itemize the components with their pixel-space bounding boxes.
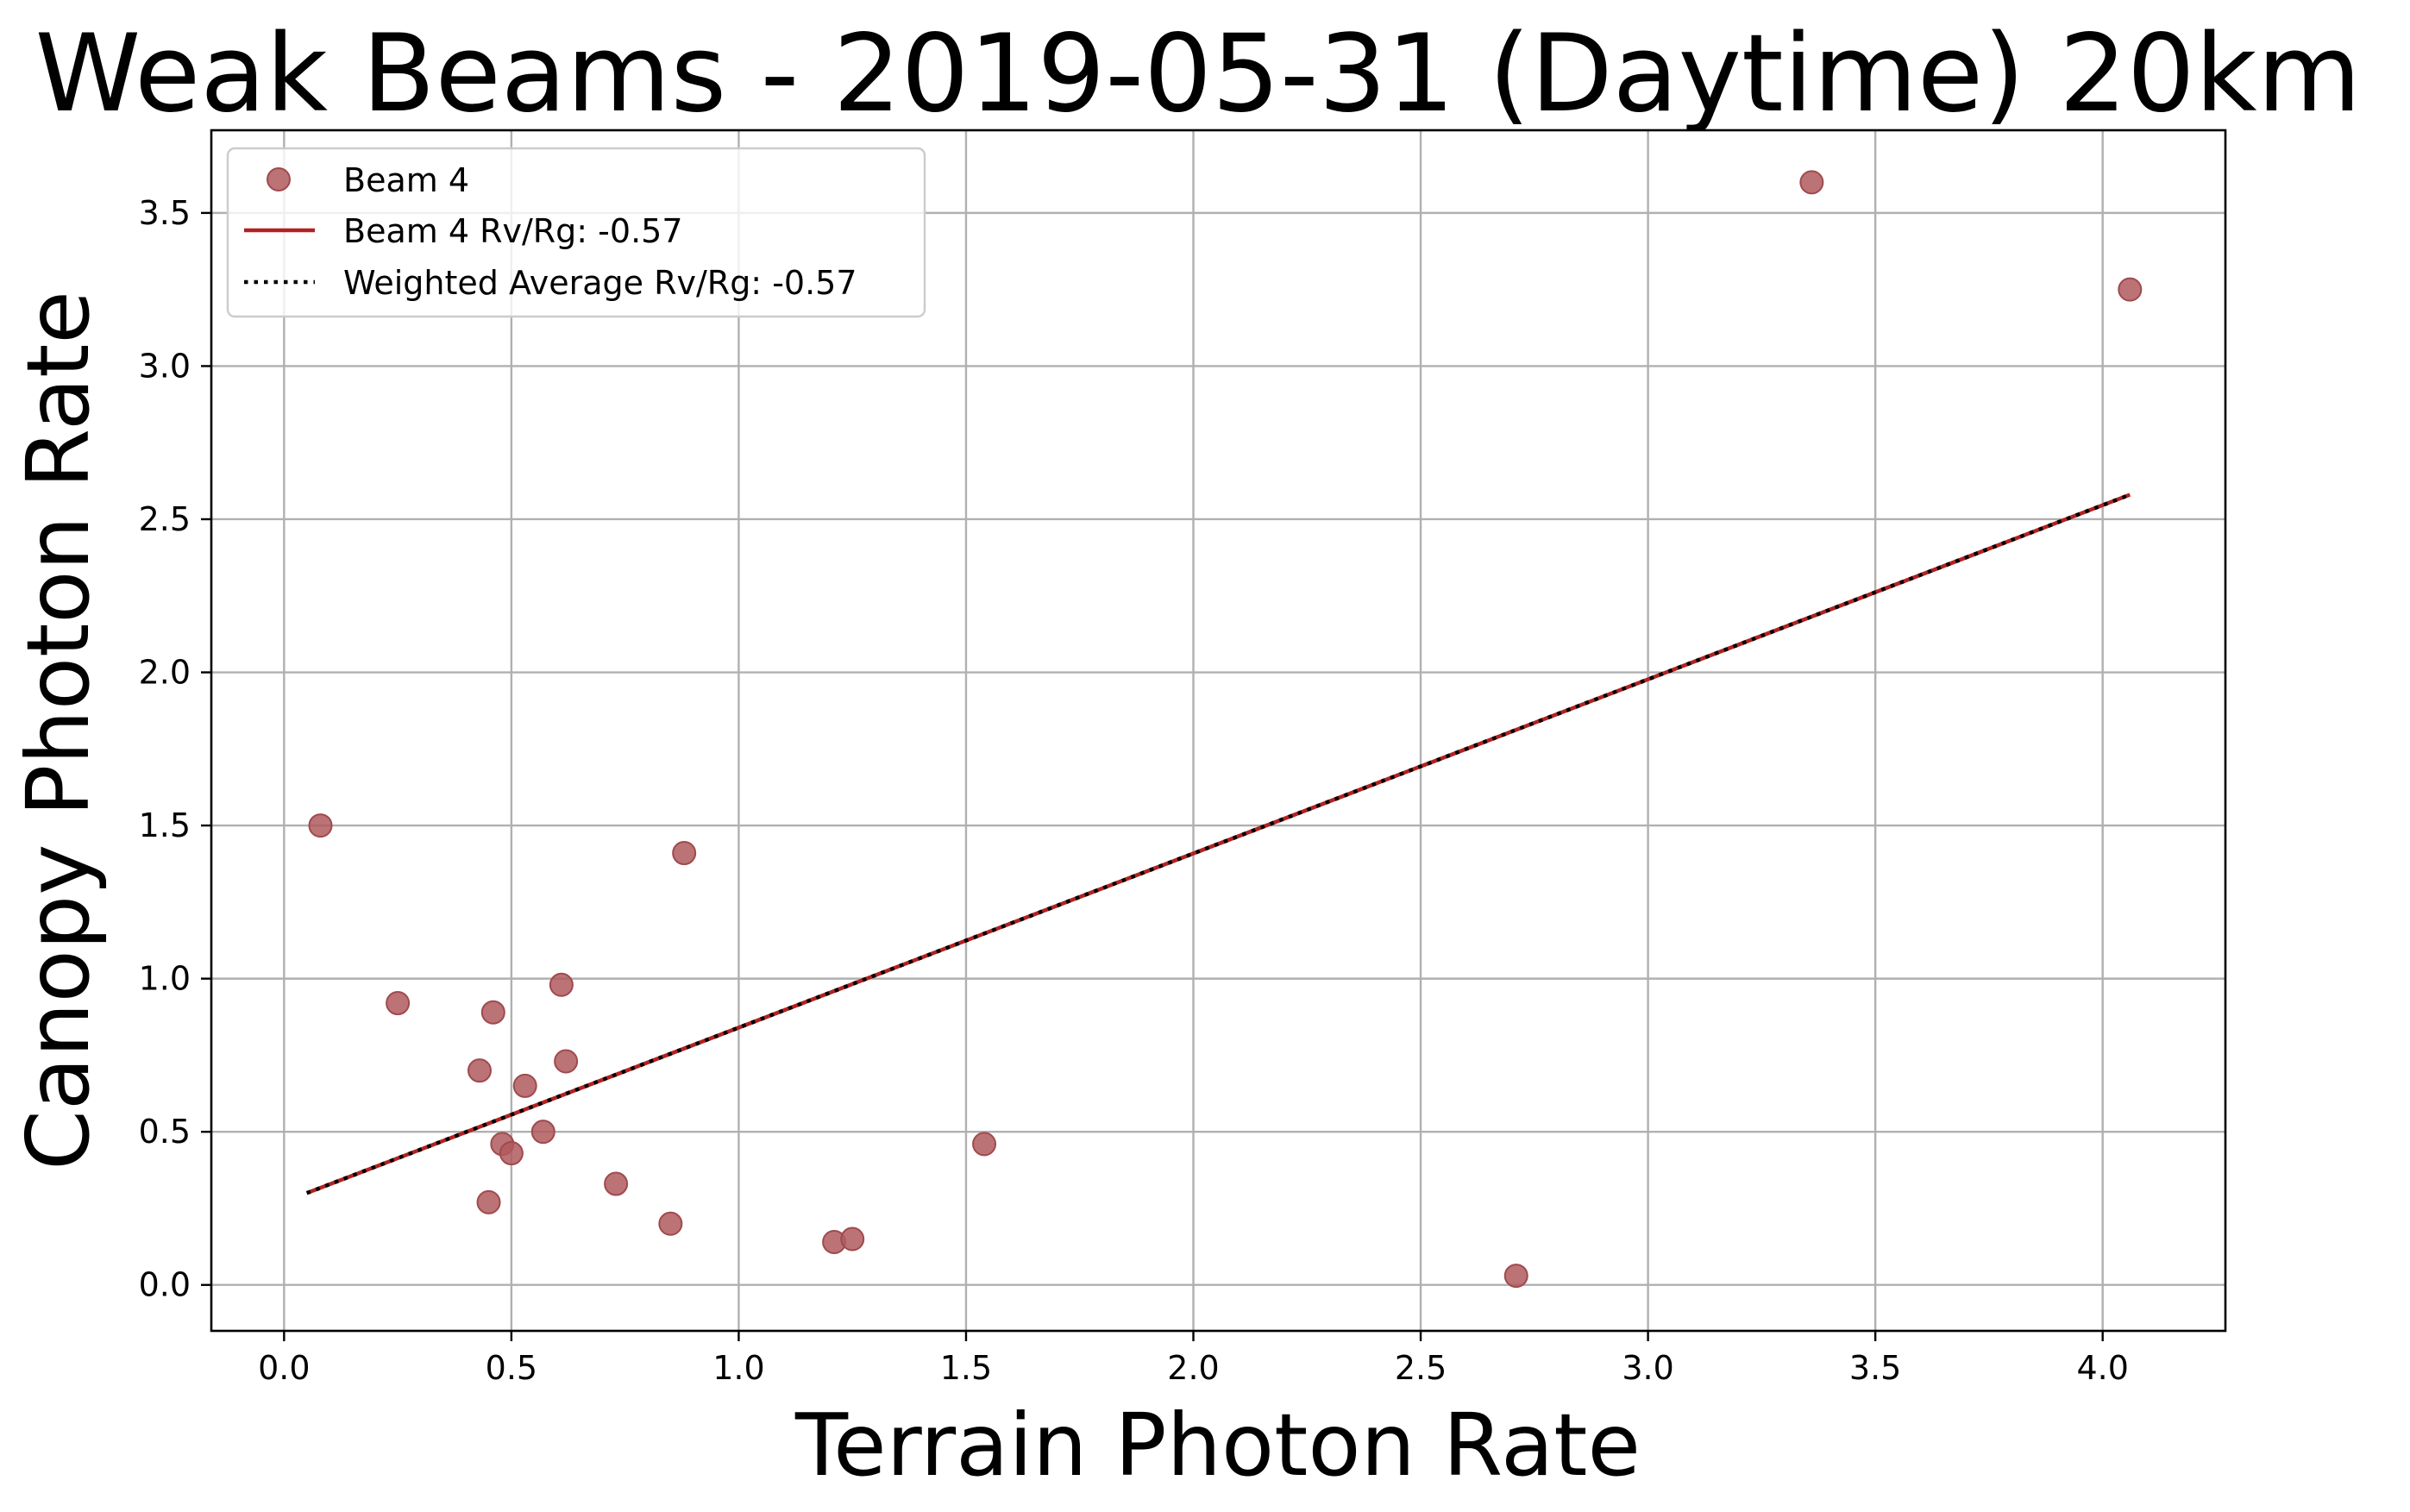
y-tick-label-1: 0.5: [139, 1113, 191, 1151]
beam-4-point-4: [480, 1000, 505, 1025]
fit-lines: [305, 492, 2131, 1195]
x-tick-label-2: 1.0: [712, 1349, 764, 1387]
x-tick-label-0: 0.0: [258, 1349, 310, 1387]
x-axis-label: Terrain Photon Rate: [794, 1395, 1641, 1496]
beam-4-point-11: [604, 1171, 629, 1196]
beam-4-point-17: [1503, 1264, 1528, 1289]
legend-label-beam-4: Beam 4: [343, 161, 469, 199]
beam-4-point-0: [308, 813, 333, 838]
plot-frame: [210, 129, 2227, 1333]
y-tick-label-5: 2.5: [139, 500, 191, 538]
beam-4-point-15: [840, 1227, 865, 1252]
y-tick-labels: 0.0 0.5 1.0 1.5 2.0 2.5 3.0 3.5: [139, 194, 191, 1304]
legend-box: [226, 147, 926, 318]
beam-4-point-8: [530, 1120, 555, 1145]
legend-label-beam-4-fit: Beam 4 Rv/Rg: -0.57: [343, 212, 683, 250]
data-points: [308, 170, 2143, 1289]
x-tick-label-3: 1.5: [940, 1349, 992, 1387]
x-tick-label-8: 4.0: [2076, 1349, 2128, 1387]
y-axis-label: Canopy Photon Rate: [8, 291, 109, 1170]
y-tick-label-0: 0.0: [139, 1266, 191, 1304]
beam-4-point-2: [467, 1058, 492, 1083]
y-tick-label-3: 1.5: [139, 806, 191, 844]
beam-4-point-3: [476, 1189, 501, 1214]
legend: Beam 4 Beam 4 Rv/Rg: -0.57 Weighted Aver…: [226, 147, 926, 318]
beam-4-point-16: [972, 1132, 997, 1157]
grid-lines: [211, 130, 2225, 1331]
beam-4-point-9: [549, 972, 574, 997]
beam-4-point-12: [658, 1211, 683, 1236]
legend-marker-beam-4: [267, 167, 291, 191]
y-tick-label-6: 3.0: [139, 347, 191, 385]
y-tick-label-4: 2.0: [139, 654, 191, 692]
chart-title: Weak Beams - 2019-05-31 (Daytime) 20km: [35, 12, 2362, 136]
legend-label-weighted-average: Weighted Average Rv/Rg: -0.57: [343, 264, 857, 302]
beam-4-point-6: [499, 1141, 524, 1166]
x-tick-label-1: 0.5: [486, 1349, 537, 1387]
y-tick-label-7: 3.5: [139, 194, 191, 232]
x-tick-label-5: 2.5: [1395, 1349, 1447, 1387]
beam-4-point-13: [672, 841, 697, 866]
axis-ticks: [201, 211, 2104, 1341]
beam-4-point-1: [386, 991, 411, 1016]
x-tick-label-7: 3.5: [1849, 1349, 1901, 1387]
beam-4-point-10: [554, 1049, 579, 1074]
beam-4-point-7: [512, 1073, 537, 1098]
beam-4-point-19: [2118, 277, 2143, 302]
beam-4-point-18: [1799, 170, 1824, 195]
weighted-average-line: [305, 492, 2131, 1195]
x-tick-labels: 0.0 0.5 1.0 1.5 2.0 2.5 3.0 3.5 4.0: [258, 1349, 2129, 1387]
x-tick-label-4: 2.0: [1167, 1349, 1219, 1387]
x-tick-label-6: 3.0: [1622, 1349, 1673, 1387]
y-tick-label-2: 1.0: [139, 960, 191, 998]
